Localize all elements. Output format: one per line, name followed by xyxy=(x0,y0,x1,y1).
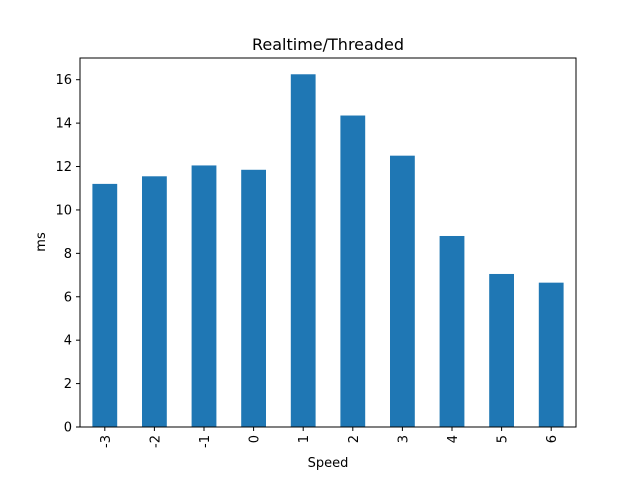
x-tick-label: 2 xyxy=(347,435,362,443)
bar-5 xyxy=(489,273,514,427)
x-axis-label: Speed xyxy=(308,456,349,471)
y-tick-label: 14 xyxy=(55,117,72,132)
x-tick-label: 0 xyxy=(248,435,263,443)
chart-title: Realtime/Threaded xyxy=(252,35,404,54)
y-tick-label: 12 xyxy=(55,160,72,175)
y-axis-ticks: 0 2 4 6 8 10 12 14 16 xyxy=(55,73,80,436)
x-tick-label: -2 xyxy=(148,435,163,448)
x-tick-label: 4 xyxy=(446,435,461,443)
bars-group xyxy=(92,74,564,428)
plot-frame xyxy=(79,57,577,428)
y-tick-label: 6 xyxy=(64,290,72,305)
x-tick-label: 1 xyxy=(297,435,312,443)
bar--2 xyxy=(142,176,167,427)
y-tick-label: 4 xyxy=(64,334,72,349)
y-tick-label: 8 xyxy=(64,247,72,262)
y-axis-label: ms xyxy=(34,232,49,252)
bar--3 xyxy=(92,183,118,427)
bar-2 xyxy=(340,115,366,427)
x-tick-label: 5 xyxy=(496,435,511,443)
bar-1 xyxy=(290,74,316,427)
x-tick-label: -3 xyxy=(99,435,114,448)
bar-6 xyxy=(538,282,564,427)
bar-3 xyxy=(390,155,415,428)
x-axis-ticks: -3 -2 -1 0 1 2 3 4 5 6 xyxy=(99,427,560,448)
bar-4 xyxy=(439,235,465,427)
x-tick-label: -1 xyxy=(198,435,213,448)
x-tick-label: 6 xyxy=(545,435,560,443)
bar--1 xyxy=(191,165,217,427)
x-tick-label: 3 xyxy=(396,435,411,443)
y-tick-label: 10 xyxy=(55,203,72,218)
y-tick-label: 0 xyxy=(64,421,72,436)
y-tick-label: 16 xyxy=(55,73,72,88)
bar-0 xyxy=(241,169,266,428)
y-tick-label: 2 xyxy=(64,377,72,392)
